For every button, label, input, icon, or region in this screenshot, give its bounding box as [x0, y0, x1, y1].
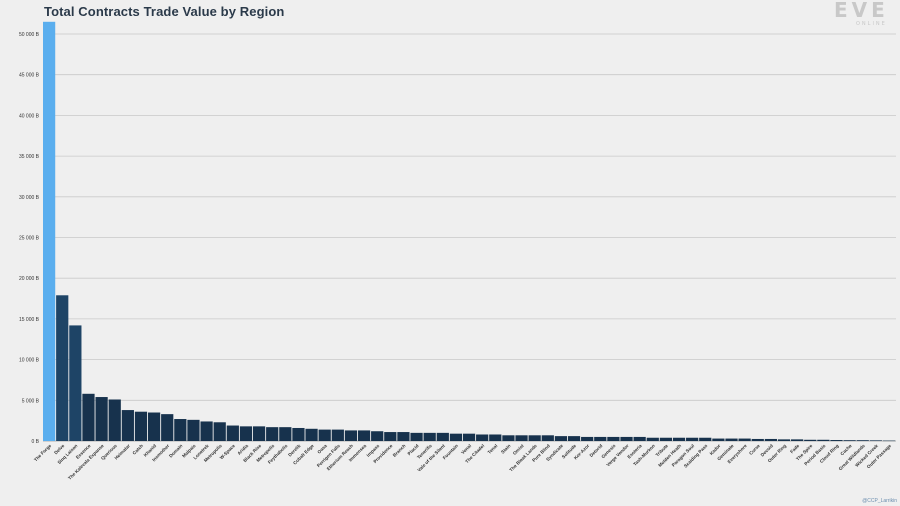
bar [882, 440, 896, 442]
bar [502, 435, 515, 441]
y-tick-label: 20 000 B [19, 276, 40, 282]
y-tick-label: 5 000 B [22, 398, 40, 404]
bar [581, 436, 594, 441]
bar [174, 419, 187, 441]
bar [69, 325, 82, 441]
bar [95, 397, 108, 441]
x-tick-label: Oasa [316, 443, 328, 455]
bar [266, 427, 279, 441]
bar [449, 433, 463, 441]
bar [121, 410, 134, 441]
logo-subtext: ONLINE [856, 21, 887, 27]
x-tick-label: Scalding Pass [683, 443, 709, 469]
bar [843, 440, 856, 441]
x-tick-label: Stain [500, 443, 512, 455]
bar [856, 440, 869, 441]
y-tick-label: 10 000 B [19, 358, 40, 364]
bar [712, 438, 725, 441]
bar [213, 422, 226, 441]
y-tick-labels: 0 B 5 000 B 10 000 B 15 000 B 20 000 B 25 000… [19, 32, 40, 445]
bar [738, 438, 751, 441]
bar [607, 436, 620, 441]
bar [292, 427, 305, 441]
bar [672, 437, 686, 441]
bar [791, 439, 804, 441]
bar [344, 430, 358, 441]
bar [541, 435, 554, 441]
bars [43, 21, 896, 442]
bar [200, 421, 213, 441]
bar [528, 435, 541, 441]
bar [489, 434, 502, 441]
bar [725, 438, 738, 441]
bar [108, 399, 121, 441]
chart-title: Total Contracts Trade Value by Region [44, 4, 285, 19]
bar [751, 438, 764, 441]
bar [187, 419, 200, 441]
bar [357, 430, 371, 441]
y-tick-label: 0 B [31, 439, 39, 445]
bar [56, 295, 69, 441]
bar [226, 425, 239, 441]
bar [371, 431, 384, 441]
bar [252, 426, 266, 441]
bar [804, 439, 817, 441]
gridlines [43, 33, 896, 442]
bar [646, 437, 659, 441]
bar [869, 440, 882, 441]
bar [147, 412, 161, 441]
bar [239, 426, 253, 441]
bar [817, 439, 830, 441]
bar [82, 393, 95, 441]
bar [305, 428, 318, 441]
bar [567, 436, 581, 441]
bar [331, 429, 344, 441]
bar [436, 432, 449, 441]
bar [686, 437, 699, 441]
bar [43, 21, 56, 441]
bar [397, 432, 410, 441]
logo-text: EVE [834, 0, 889, 22]
y-tick-label: 30 000 B [19, 195, 40, 201]
bar [134, 411, 148, 441]
bar [515, 435, 528, 441]
bar [161, 414, 174, 441]
bar [279, 427, 292, 441]
bar [554, 436, 568, 441]
bar [423, 432, 436, 441]
bar [384, 432, 397, 441]
bar [659, 437, 672, 441]
x-tick-label: Tenal [487, 443, 499, 455]
eve-online-logo: EVE ONLINE [834, 0, 896, 30]
bar [830, 440, 843, 441]
y-tick-label: 35 000 B [19, 154, 40, 160]
y-tick-label: 15 000 B [19, 317, 40, 323]
bar [462, 433, 476, 441]
x-tick-label: Outer Passage [866, 443, 893, 470]
bar [410, 432, 423, 441]
y-tick-label: 45 000 B [19, 73, 40, 79]
bar [620, 436, 633, 441]
y-tick-label: 40 000 B [19, 113, 40, 119]
bar [476, 434, 489, 441]
x-tick-label: The Forge [33, 443, 53, 463]
bar [699, 437, 712, 441]
bar [594, 436, 607, 441]
y-tick-label: 50 000 B [19, 32, 40, 38]
bar [764, 438, 777, 441]
x-tick-label: Fade [789, 443, 800, 454]
bar [318, 429, 331, 441]
twitter-credit: @CCP_Larrikin [862, 498, 897, 504]
y-tick-label: 25 000 B [19, 236, 40, 242]
bar [777, 439, 791, 441]
bar [633, 436, 646, 441]
x-tick-label: Branch [392, 443, 407, 458]
